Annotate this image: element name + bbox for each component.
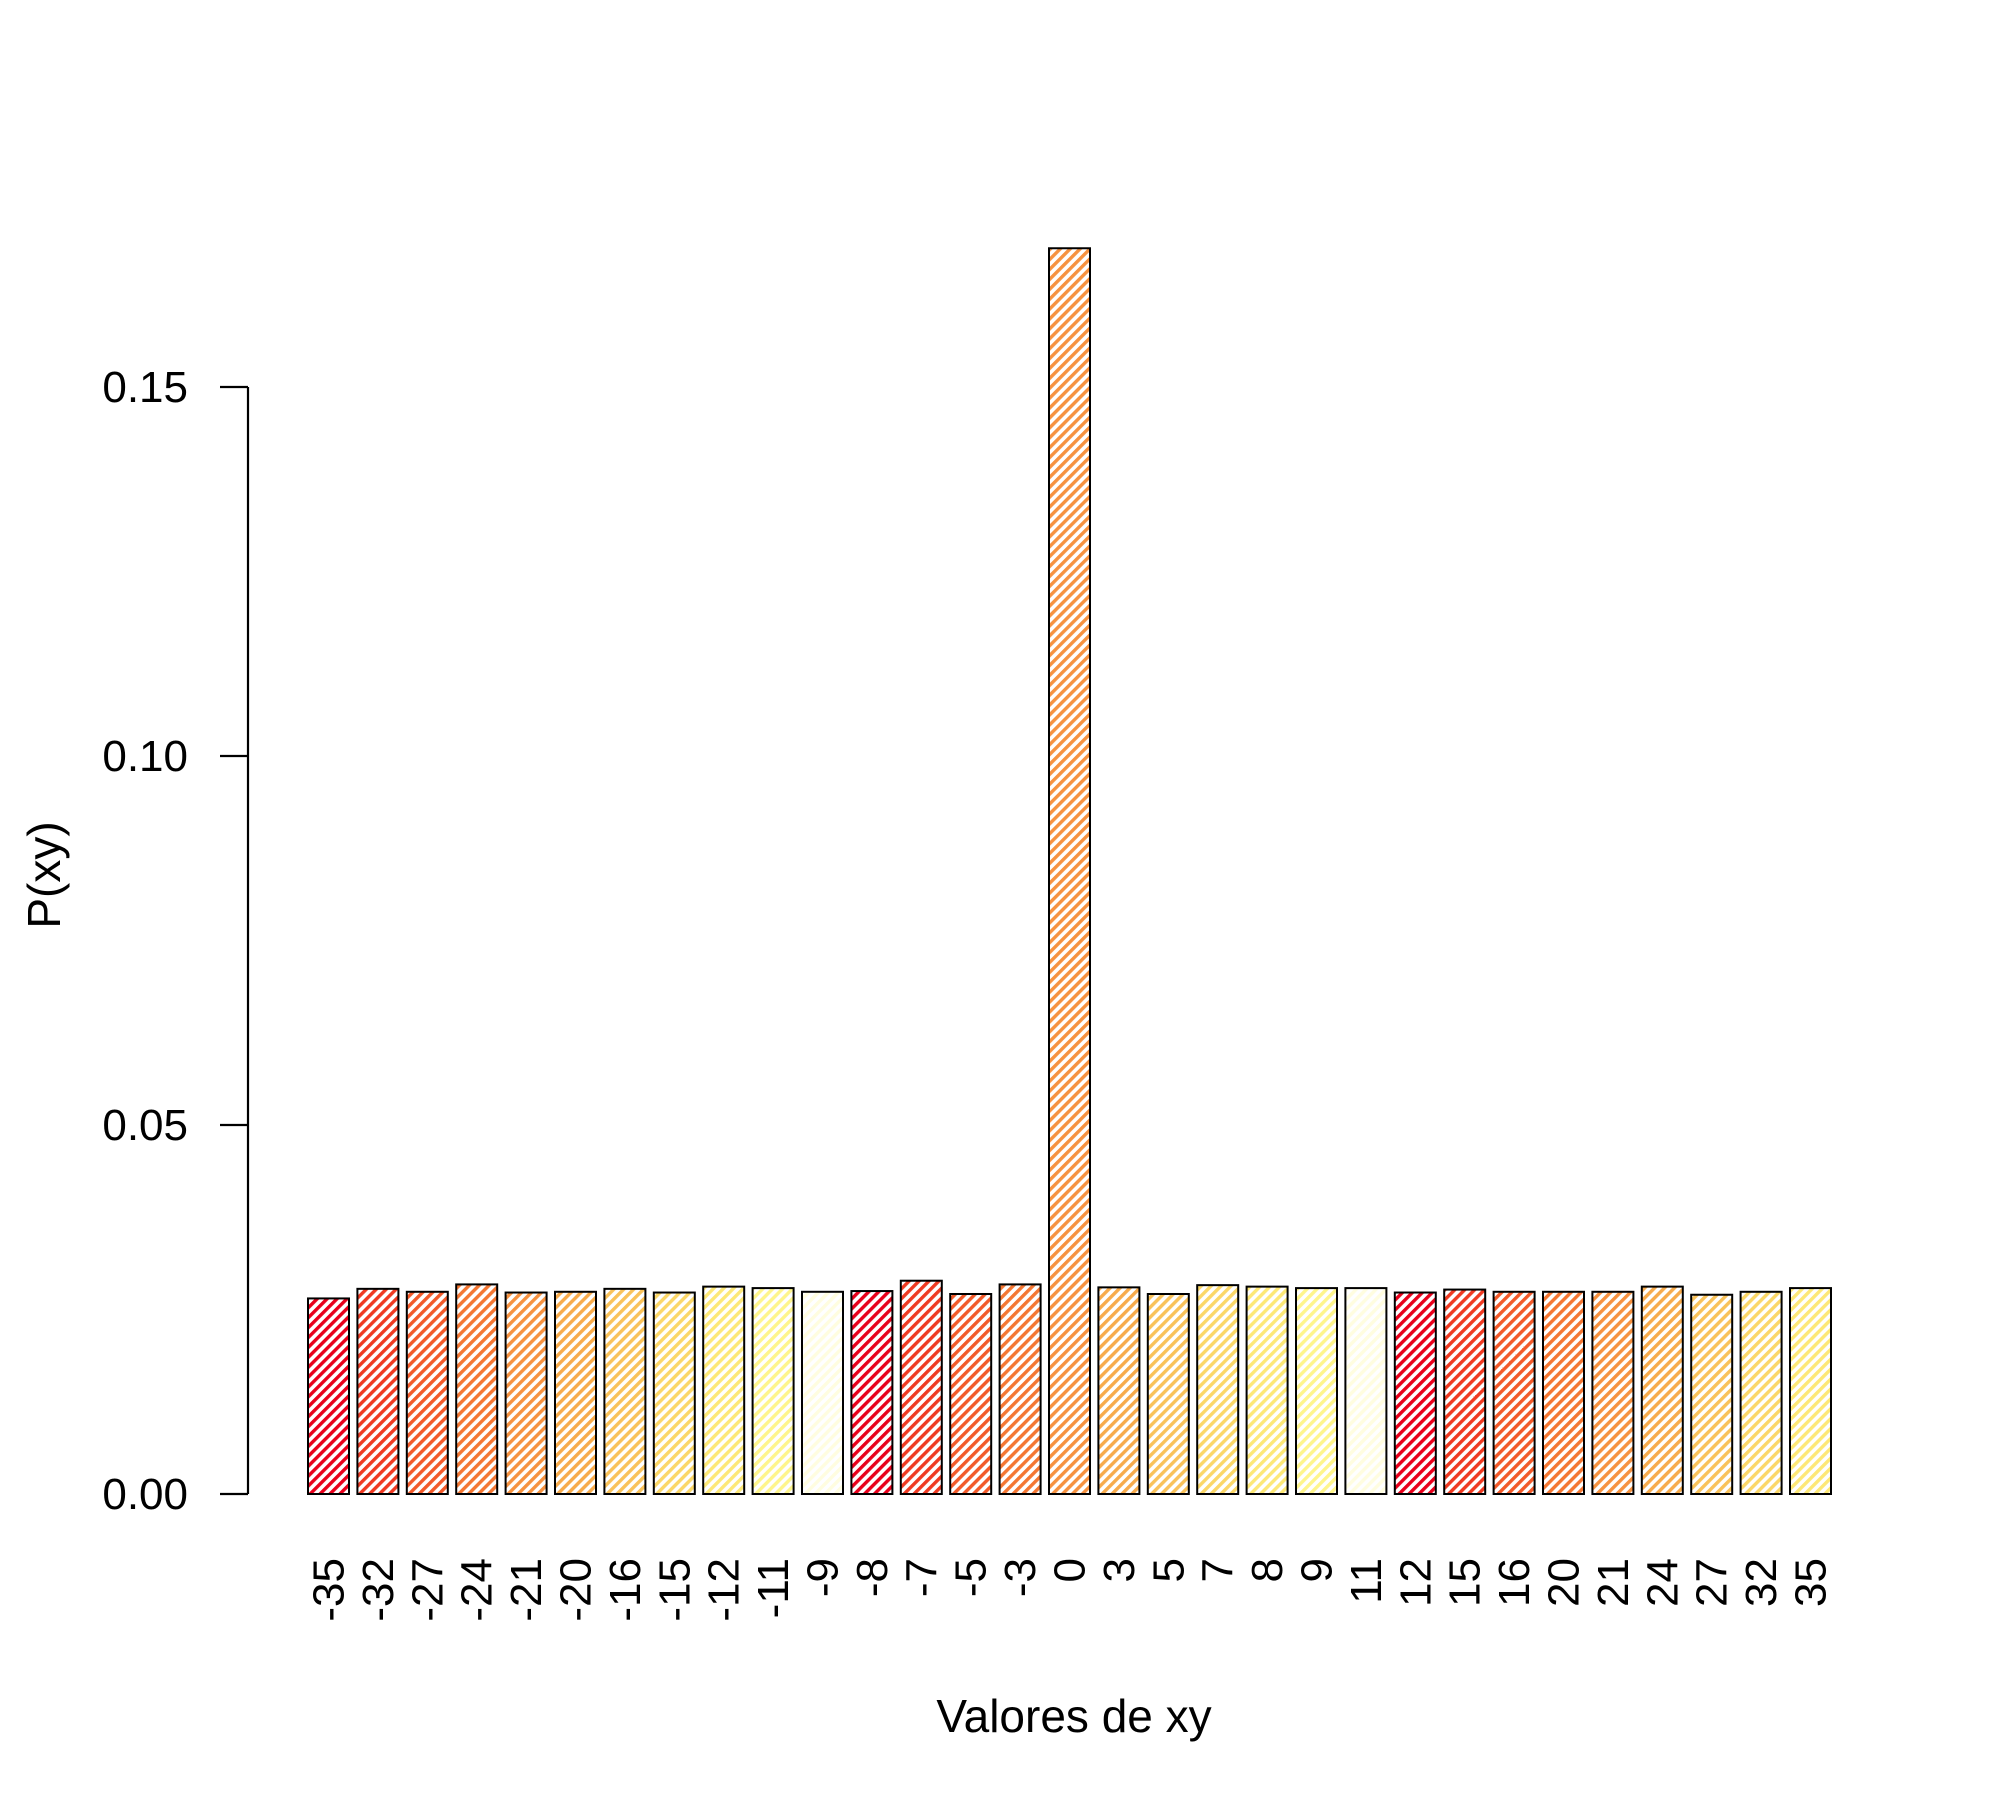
x-tick-label: -8	[848, 1558, 897, 1597]
bar-12	[1393, 1291, 1437, 1495]
bar--32	[356, 1287, 400, 1496]
bar-27	[1690, 1293, 1734, 1495]
x-tick-label: -21	[502, 1558, 551, 1622]
x-tick-label: -15	[650, 1558, 699, 1622]
x-tick-label: -24	[453, 1558, 502, 1622]
x-tick-label: -3	[996, 1558, 1045, 1597]
bar--24	[455, 1283, 499, 1495]
x-tick-label: 35	[1787, 1558, 1836, 1607]
y-tick-label: 0.10	[102, 732, 188, 781]
x-tick-label: -5	[947, 1558, 996, 1597]
x-tick-label: -12	[700, 1558, 749, 1622]
bar--15	[652, 1291, 696, 1495]
y-tick-label: 0.05	[102, 1101, 188, 1150]
x-tick-label: 11	[1342, 1558, 1391, 1604]
bar-3	[1097, 1286, 1141, 1495]
bar-20	[1542, 1290, 1585, 1495]
x-tick-label: 8	[1243, 1558, 1292, 1582]
x-tick-label: 20	[1540, 1558, 1589, 1607]
x-tick-label: -16	[601, 1558, 650, 1622]
bar-16	[1492, 1290, 1536, 1495]
bar-9	[1295, 1287, 1338, 1496]
x-tick-labels: -35 -32 -27 -24 -21 -20 -16 -15 -12 -11 -9 -8 -7 -5 -3…	[305, 1558, 1836, 1622]
bar-21	[1591, 1290, 1635, 1495]
x-tick-label: 5	[1144, 1558, 1193, 1582]
bar-11	[1344, 1287, 1388, 1496]
x-tick-label: 0	[1046, 1558, 1095, 1582]
y-tick-label: 0.00	[102, 1470, 188, 1519]
x-tick-label: 7	[1194, 1558, 1243, 1582]
bar-7	[1196, 1284, 1240, 1495]
bar--3	[998, 1283, 1042, 1495]
x-tick-label: 24	[1638, 1558, 1687, 1607]
bar--7	[899, 1279, 943, 1496]
x-tick-label: 21	[1589, 1558, 1638, 1607]
bar-5	[1146, 1293, 1190, 1495]
x-tick-label: 32	[1737, 1558, 1786, 1607]
bar--16	[603, 1287, 647, 1496]
bar-8	[1245, 1285, 1289, 1495]
x-tick-label: -9	[799, 1558, 848, 1597]
x-tick-label: 9	[1293, 1558, 1342, 1582]
x-tick-label: -20	[552, 1558, 601, 1622]
bar-32	[1739, 1290, 1783, 1495]
bar--35	[307, 1297, 350, 1496]
x-tick-label: -7	[897, 1558, 946, 1597]
x-tick-label: -35	[305, 1558, 354, 1622]
x-tick-label: 15	[1441, 1558, 1490, 1607]
x-axis-title: Valores de xy	[936, 1690, 1211, 1742]
x-tick-label: 27	[1688, 1558, 1737, 1607]
y-axis: 0.00 0.05 0.10 0.15	[102, 363, 250, 1519]
x-tick-label: 12	[1391, 1558, 1440, 1607]
bar--21	[504, 1291, 548, 1495]
bar--27	[405, 1290, 449, 1495]
bars-layer	[307, 247, 1832, 1496]
bar--8	[850, 1290, 894, 1496]
x-tick-label: -32	[354, 1558, 403, 1622]
bar-0	[1048, 247, 1091, 1496]
x-tick-label: 16	[1490, 1558, 1539, 1607]
bar--9	[801, 1290, 844, 1495]
y-axis-title: P(xy)	[18, 821, 70, 928]
bar--5	[949, 1293, 993, 1495]
bar--20	[554, 1290, 597, 1495]
bar--12	[702, 1285, 746, 1495]
bar-35	[1789, 1287, 1832, 1496]
bar-15	[1443, 1288, 1487, 1495]
x-tick-label: -11	[749, 1558, 798, 1618]
bar--11	[751, 1287, 795, 1496]
y-tick-label: 0.15	[102, 363, 188, 412]
x-tick-label: -27	[403, 1558, 452, 1622]
bar-24	[1640, 1285, 1684, 1495]
x-tick-label: 3	[1095, 1558, 1144, 1582]
